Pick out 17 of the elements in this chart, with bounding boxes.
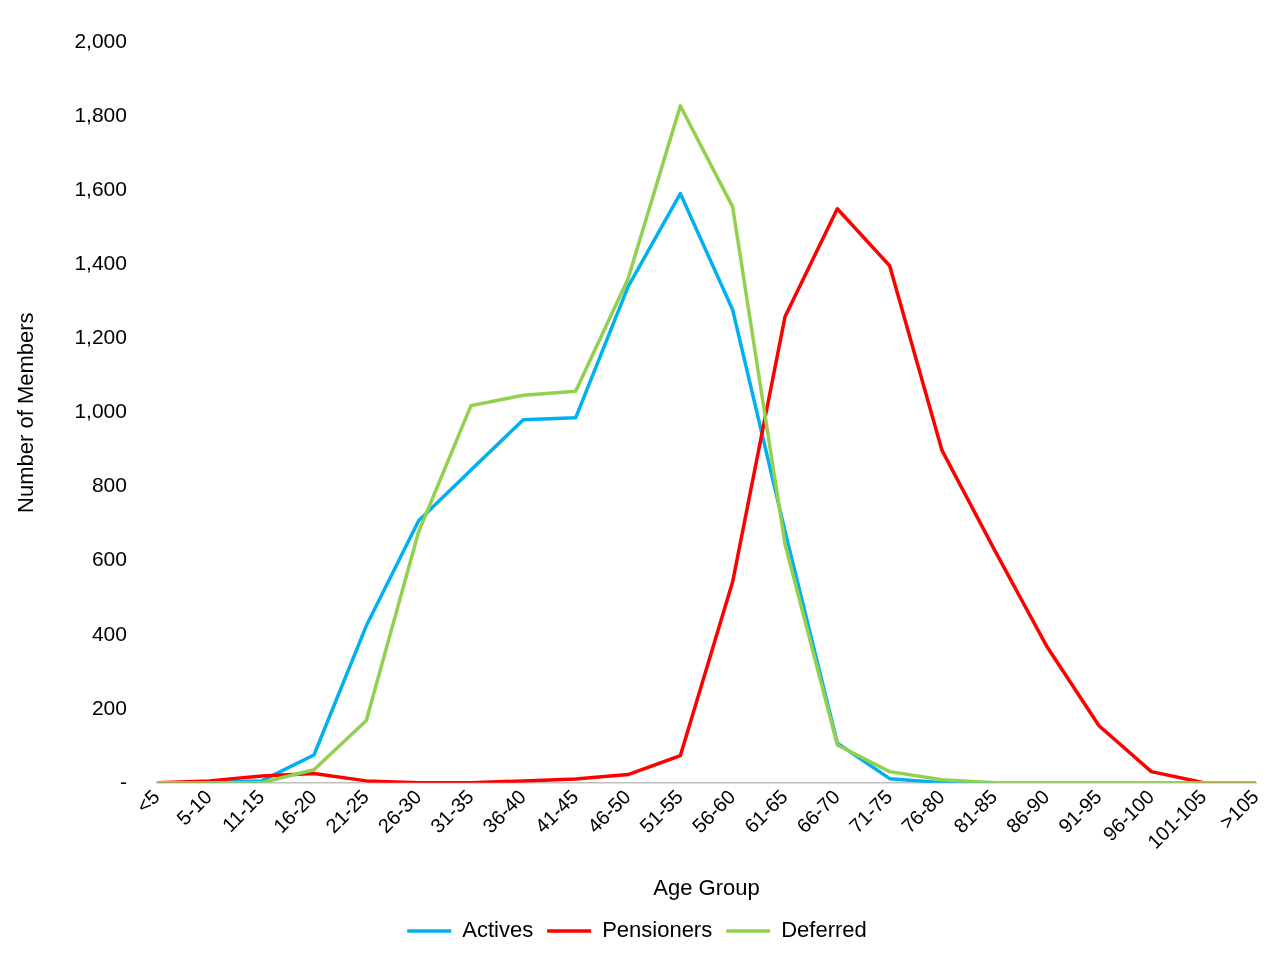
y-tick-label: 1,600 <box>74 177 127 201</box>
y-tick-label: 200 <box>91 695 127 719</box>
y-axis-title: Number of Members <box>13 312 39 513</box>
legend-label: Actives <box>462 917 534 943</box>
y-tick-label: 800 <box>91 473 127 497</box>
y-tick-label: 1,000 <box>74 399 127 423</box>
y-tick-label: 1,800 <box>74 103 127 127</box>
x-axis-title: Age Group <box>653 874 760 900</box>
y-tick-label: - <box>119 769 127 793</box>
y-tick-label: 1,400 <box>74 251 127 275</box>
y-tick-label: 400 <box>91 621 127 645</box>
y-tick-label: 600 <box>91 547 127 571</box>
y-tick-label: 2,000 <box>74 29 127 53</box>
x-tick-label: <5 <box>131 785 164 818</box>
y-tick-label: 1,200 <box>74 325 127 349</box>
legend-label: Pensioners <box>602 917 713 943</box>
legend-label: Deferred <box>781 917 867 943</box>
